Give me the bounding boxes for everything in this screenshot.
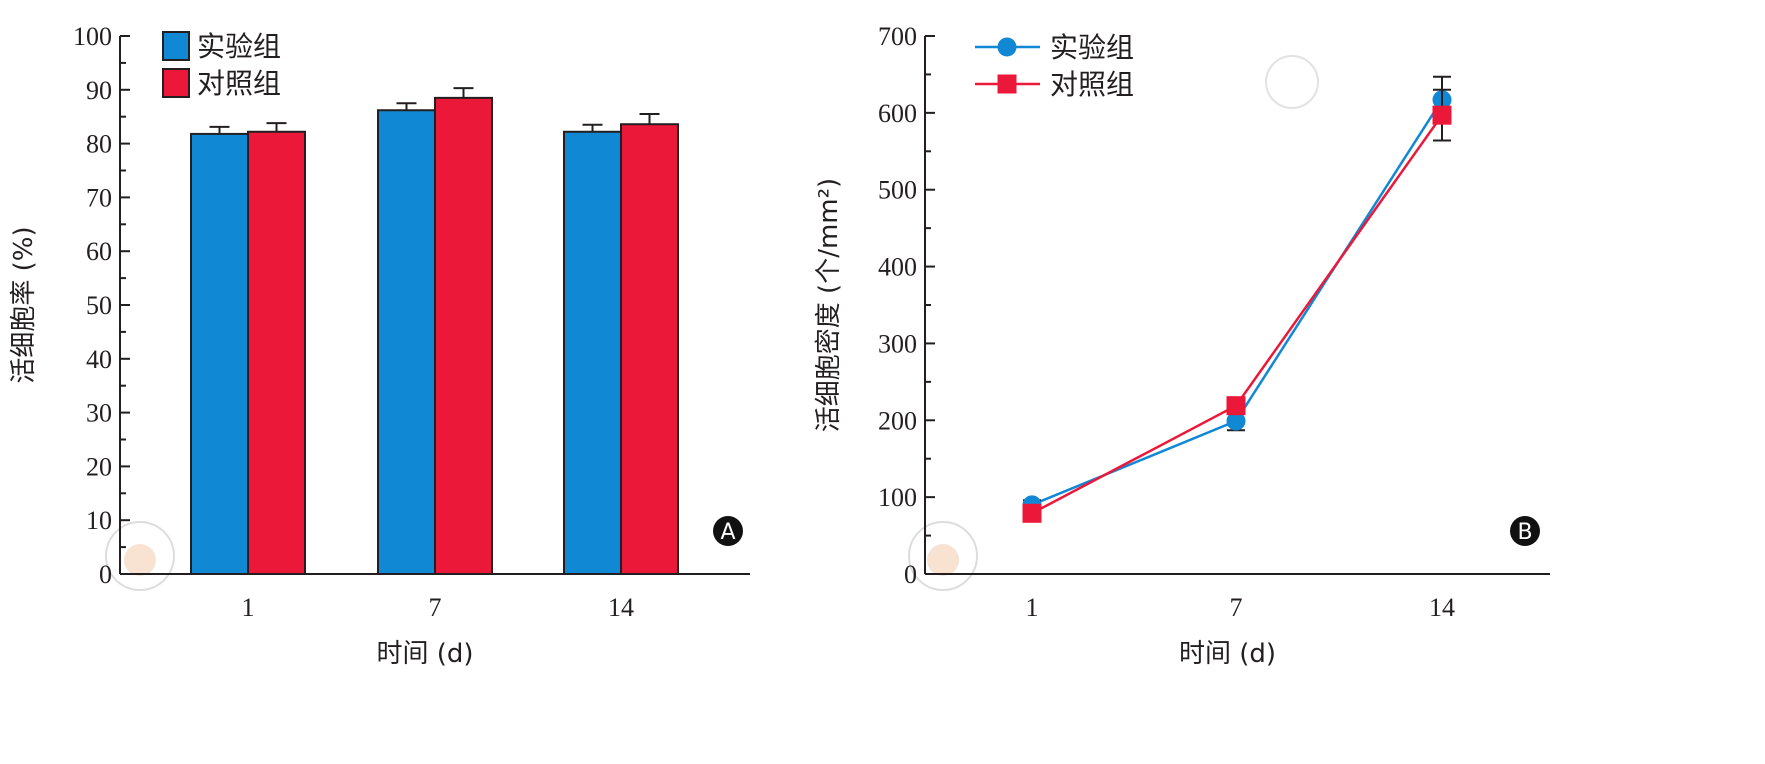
panel-label-badge — [713, 516, 743, 546]
x-tick-label: 14 — [608, 593, 634, 622]
x-axis-title: 时间 (d) — [1179, 639, 1276, 669]
y-tick-label: 70 — [86, 183, 112, 212]
legend-label: 对照组 — [197, 67, 281, 100]
x-axis-title: 时间 (d) — [376, 639, 473, 669]
y-axis-title: 活细胞密度 (个/mm²) — [814, 178, 844, 432]
y-tick-label: 90 — [86, 76, 112, 105]
bar-control — [620, 123, 679, 576]
bar-control — [434, 96, 493, 576]
y-tick-label: 300 — [878, 329, 917, 358]
legend-marker — [997, 74, 1017, 94]
panel-label: B — [1517, 520, 1532, 545]
data-point-experimental — [1226, 411, 1246, 431]
legend-label: 实验组 — [1050, 31, 1134, 64]
y-tick-label: 50 — [86, 291, 112, 320]
y-tick-label: 40 — [86, 345, 112, 374]
panel-a-bar-chart: 0 10 20 30 40 50 60 70 80 90 100 1 7 14 时间 (d) 活细胞率 (%)… — [9, 22, 750, 669]
x-tick-label: 1 — [242, 593, 255, 622]
x-tick-label: 1 — [1026, 593, 1039, 622]
watermark-seal-icon — [1265, 55, 1319, 109]
y-tick-label: 100 — [73, 22, 112, 51]
bar-experimental — [377, 109, 436, 576]
y-tick-label: 0 — [904, 560, 917, 589]
x-tick-label: 7 — [429, 593, 442, 622]
y-tick-label: 0 — [99, 560, 112, 589]
bar-experimental — [190, 132, 249, 576]
y-tick-label: 80 — [86, 130, 112, 159]
y-tick-label: 10 — [86, 506, 112, 535]
series-line-control — [1031, 114, 1444, 515]
y-tick-label: 100 — [878, 483, 917, 512]
watermark-seal-map-icon — [124, 544, 156, 576]
x-tick-label: 14 — [1429, 593, 1455, 622]
y-axis-title: 活细胞率 (%) — [9, 226, 39, 383]
bar-experimental — [563, 130, 622, 575]
y-tick-label: 20 — [86, 452, 112, 481]
x-tick-label: 7 — [1230, 593, 1243, 622]
legend-swatch — [162, 68, 190, 98]
watermark-seal-map-icon — [927, 544, 959, 576]
y-tick-label: 60 — [86, 237, 112, 266]
series-line-experimental — [1031, 99, 1444, 506]
data-point-control — [1022, 503, 1042, 523]
panel-label-badge — [1510, 516, 1540, 546]
legend-swatch — [162, 31, 190, 61]
panel-label: A — [720, 520, 735, 545]
watermark-seal-icon — [908, 521, 978, 591]
watermark-seal-icon — [105, 521, 175, 591]
legend-marker — [997, 37, 1017, 57]
data-point-control — [1432, 105, 1452, 125]
data-point-control — [1226, 396, 1246, 416]
legend-label: 实验组 — [197, 30, 281, 63]
y-tick-label: 600 — [878, 99, 917, 128]
y-tick-label: 30 — [86, 399, 112, 428]
y-tick-label: 700 — [878, 22, 917, 51]
bar-control — [247, 130, 306, 575]
legend-label: 对照组 — [1050, 68, 1134, 101]
panel-b-line-chart: 0 100 200 300 400 500 600 700 1 7 14 时间 (d) 活细胞密度 (个… — [814, 22, 1550, 669]
y-tick-label: 400 — [878, 253, 917, 282]
y-tick-label: 500 — [878, 176, 917, 205]
y-tick-label: 200 — [878, 406, 917, 435]
